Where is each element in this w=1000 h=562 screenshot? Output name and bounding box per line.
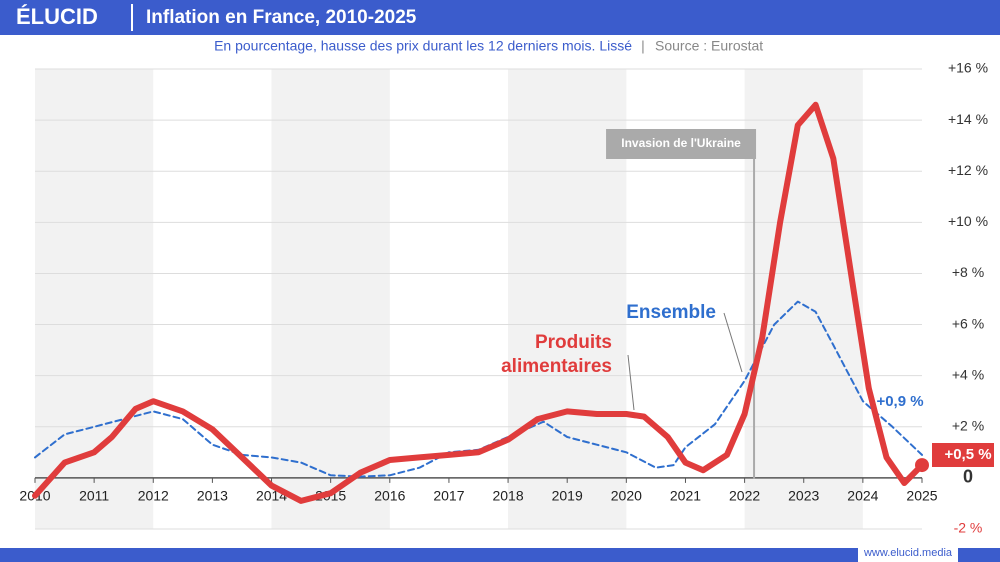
y-tick-label: +4 % xyxy=(952,366,984,382)
y-tick-label: -2 % xyxy=(954,520,983,536)
annotation-box xyxy=(606,129,757,159)
series-label: Ensemble xyxy=(626,302,716,323)
y-tick-label: +14 % xyxy=(948,111,988,127)
source: Source : Eurostat xyxy=(655,38,763,54)
chart-title: Inflation en France, 2010-2025 xyxy=(146,7,417,28)
leader-line xyxy=(723,312,743,373)
x-tick-label: 2016 xyxy=(374,488,405,504)
y-tick-label: +2 % xyxy=(952,417,984,433)
x-tick-label: 2013 xyxy=(197,488,228,504)
x-tick-label: 2012 xyxy=(138,488,169,504)
header-bar xyxy=(0,0,1000,35)
brand: ÉLUCID xyxy=(16,4,98,29)
x-tick-label: 2019 xyxy=(552,488,583,504)
y-tick-label: 0 xyxy=(963,467,973,487)
y-tick-label: +6 % xyxy=(952,315,984,331)
end-label-box xyxy=(932,443,994,467)
subtitle: En pourcentage, hausse des prix durant l… xyxy=(214,38,632,54)
x-tick-label: 2022 xyxy=(729,488,760,504)
separator-bar: | xyxy=(641,38,645,54)
x-tick-label: 2025 xyxy=(906,488,937,504)
x-tick-label: 2018 xyxy=(492,488,523,504)
shaded-band xyxy=(744,69,863,529)
x-tick-label: 2017 xyxy=(433,488,464,504)
series-label: Produits alimentaires xyxy=(496,332,612,377)
x-tick-label: 2020 xyxy=(611,488,642,504)
x-tick-label: 2024 xyxy=(847,488,878,504)
x-tick-label: 2011 xyxy=(79,488,109,504)
x-tick-label: 2023 xyxy=(788,488,819,504)
x-tick-label: 2021 xyxy=(670,488,701,504)
end-label: +0,5 % xyxy=(944,446,991,463)
end-point xyxy=(915,458,929,473)
shaded-band xyxy=(271,69,390,529)
shaded-band xyxy=(35,69,154,529)
annotation-label: Invasion de l'Ukraine xyxy=(621,136,741,150)
footer-bar xyxy=(0,548,1000,562)
footer-box xyxy=(858,543,958,562)
end-label: +0,9 % xyxy=(876,393,923,410)
y-tick-label: +10 % xyxy=(948,213,988,229)
series-line xyxy=(32,101,925,504)
y-tick-label: +8 % xyxy=(952,264,984,280)
y-tick-label: +12 % xyxy=(948,162,988,178)
y-tick-label: +16 % xyxy=(948,60,988,76)
footer-url: www.elucid.media xyxy=(863,547,953,559)
leader-line xyxy=(627,354,635,411)
